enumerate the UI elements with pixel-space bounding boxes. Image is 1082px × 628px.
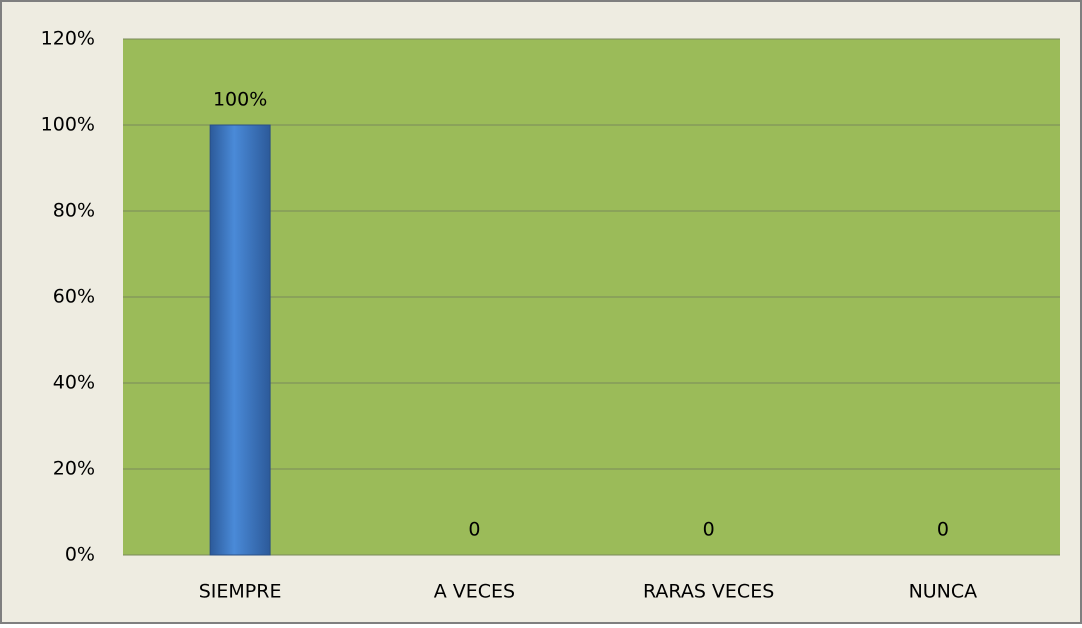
y-tick-label: 20% [53,458,95,480]
y-tick-label: 60% [53,286,95,308]
y-tick-label: 80% [53,200,95,222]
y-tick-label: 0% [65,544,95,566]
x-tick-label: SIEMPRE [199,581,282,603]
data-label: 0 [468,519,480,541]
x-tick-label: RARAS VECES [643,581,774,603]
data-label: 0 [937,519,949,541]
data-label: 100% [213,89,267,111]
x-tick-label: A VECES [434,581,515,603]
y-tick-label: 40% [53,372,95,394]
y-tick-label: 120% [41,28,95,50]
x-tick-label: NUNCA [909,581,978,603]
bar [209,124,271,556]
data-label: 0 [703,519,715,541]
y-tick-label: 100% [41,114,95,136]
